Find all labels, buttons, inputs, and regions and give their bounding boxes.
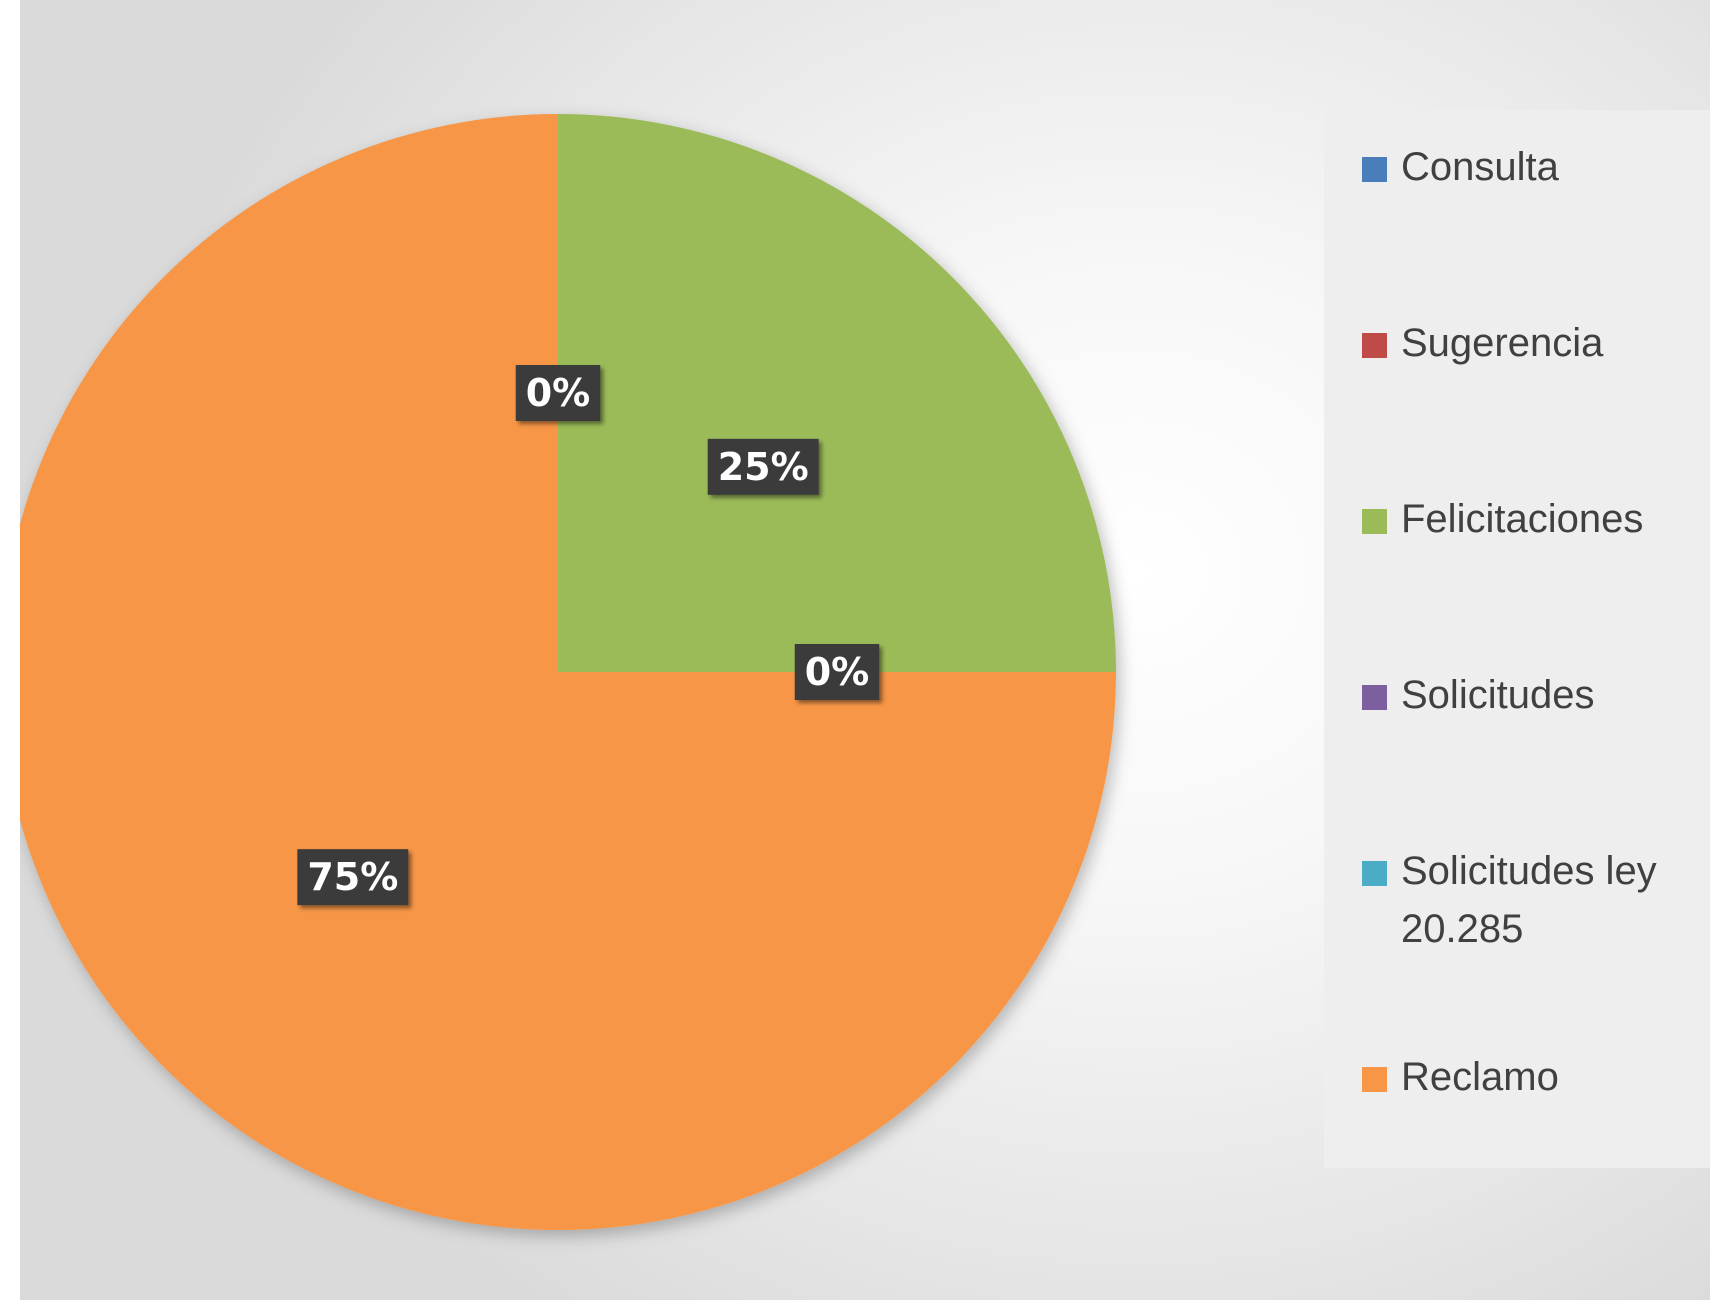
pie-data-labels: 0% 25% 0% 75% xyxy=(297,365,880,906)
data-label-reclamo: 75% xyxy=(297,849,409,906)
pie-slice-felicitaciones xyxy=(558,114,1116,672)
legend-label: Reclamo xyxy=(1401,1055,1559,1099)
data-label-text: 75% xyxy=(307,855,398,899)
data-label-text: 25% xyxy=(718,445,809,489)
data-label-consulta: 0% xyxy=(515,365,601,421)
legend-label: Solicitudes ley 20.285 xyxy=(1401,849,1657,951)
data-label-text: 0% xyxy=(526,371,591,415)
data-label-box xyxy=(707,438,819,495)
legend-label: Felicitaciones xyxy=(1401,497,1644,541)
legend-swatch xyxy=(1362,861,1387,886)
legend: Consulta Sugerencia Felicitaciones Solicitu… xyxy=(1324,110,1710,1168)
data-label-box xyxy=(297,849,409,906)
pie-slices xyxy=(20,114,1116,1230)
legend-swatch xyxy=(1362,1067,1387,1092)
legend-swatch xyxy=(1362,157,1387,182)
data-label-box xyxy=(794,644,880,700)
data-label-box xyxy=(515,365,601,421)
legend-label: Solicitudes xyxy=(1401,673,1595,717)
legend-swatch xyxy=(1362,333,1387,358)
pie-chart: 0% 25% 0% 75% xyxy=(20,114,1116,1230)
data-label-felicitaciones: 25% xyxy=(707,438,819,495)
legend-swatch xyxy=(1362,509,1387,534)
data-label-text: 0% xyxy=(805,650,870,694)
legend-label: Sugerencia xyxy=(1401,321,1604,365)
pie-slice-reclamo xyxy=(20,114,1116,1230)
legend-label: Consulta xyxy=(1401,145,1559,189)
chart-area: 0% 25% 0% 75% Consulta Sugerencia Felicitacio… xyxy=(20,0,1710,1300)
data-label-solicitudes: 0% xyxy=(794,644,880,700)
legend-swatch xyxy=(1362,685,1387,710)
